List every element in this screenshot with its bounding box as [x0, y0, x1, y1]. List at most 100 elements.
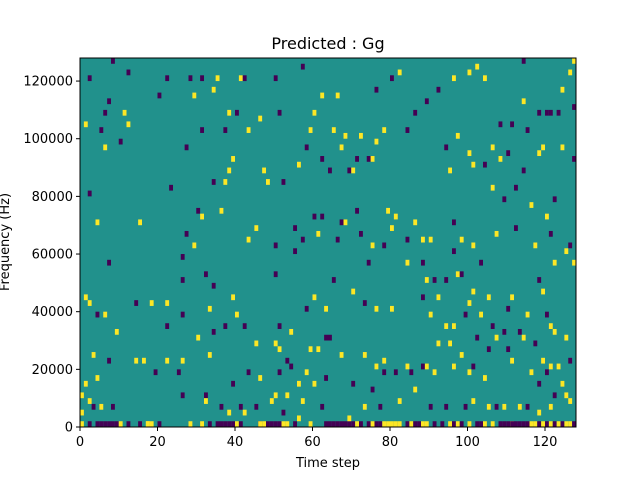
heatmap-cell: [502, 421, 507, 427]
heatmap-cell: [452, 421, 456, 427]
heatmap-cell: [95, 219, 100, 226]
heatmap-cell: [560, 144, 565, 151]
y-tick-label: 100000: [23, 132, 73, 147]
heatmap-cell: [525, 403, 530, 410]
heatmap-cell: [572, 104, 577, 110]
heatmap-cell: [343, 132, 348, 139]
heatmap-cell: [312, 294, 317, 301]
heatmap-cell: [556, 421, 561, 427]
heatmap-cell: [351, 288, 356, 295]
heatmap-cell: [440, 421, 445, 427]
heatmap-cell: [324, 375, 329, 381]
heatmap-cell: [452, 248, 456, 255]
heatmap-cell: [525, 127, 530, 133]
heatmap-cell: [421, 421, 425, 427]
heatmap-cell: [421, 259, 425, 266]
heatmap-cell: [235, 109, 239, 116]
heatmap-cell: [157, 92, 162, 99]
heatmap-cell: [227, 109, 232, 116]
heatmap-cell: [424, 421, 429, 427]
heatmap-cell: [506, 346, 511, 353]
heatmap-cell: [300, 63, 305, 70]
heatmap-cell: [452, 363, 456, 370]
heatmap-cell: [204, 271, 208, 278]
heatmap-cell: [525, 421, 530, 427]
heatmap-cell: [444, 144, 449, 151]
heatmap-cell: [320, 156, 325, 162]
heatmap-cell: [545, 213, 549, 220]
heatmap-cell: [134, 300, 139, 306]
heatmap-cell: [424, 277, 429, 283]
heatmap-cell: [545, 421, 549, 427]
heatmap-cell: [421, 294, 425, 301]
heatmap-cell: [436, 294, 441, 301]
heatmap-cell: [87, 398, 92, 404]
heatmap-cell: [490, 144, 495, 151]
y-axis: 0 20000 40000 60000 80000 100000 120000: [23, 75, 80, 436]
heatmap-cell: [277, 369, 282, 376]
heatmap-cell: [548, 323, 553, 329]
heatmap-cell: [455, 421, 460, 427]
heatmap-cell: [188, 421, 193, 427]
heatmap-cell: [111, 403, 115, 410]
heatmap-cell: [149, 421, 154, 427]
heatmap-cell: [324, 305, 329, 312]
heatmap-cell: [529, 202, 534, 208]
heatmap-cell: [227, 421, 232, 427]
heatmap-cell: [432, 277, 437, 283]
heatmap-cell: [231, 380, 236, 387]
heatmap-cell: [258, 375, 263, 381]
heatmap-cell: [471, 242, 476, 249]
heatmap-cell: [467, 369, 472, 376]
heatmap-cell: [254, 340, 259, 347]
heatmap-cell: [107, 259, 112, 266]
heatmap-cell: [541, 288, 546, 295]
heatmap-cell: [180, 392, 185, 399]
heatmap-cell: [428, 236, 433, 243]
heatmap-cell: [339, 219, 344, 226]
heatmap-cell: [448, 167, 453, 174]
heatmap-cell: [273, 421, 278, 427]
heatmap-cell: [258, 421, 263, 427]
heatmap-cell: [95, 311, 100, 318]
heatmap-cell: [246, 127, 251, 133]
heatmap-cell: [382, 421, 387, 427]
heatmap-cell: [215, 421, 220, 427]
heatmap-cell: [238, 421, 243, 427]
heatmap-cell: [145, 421, 150, 427]
heatmap-cell: [262, 167, 267, 174]
heatmap-cell: [165, 323, 170, 329]
heatmap-cell: [521, 421, 526, 427]
heatmap-cell: [238, 403, 243, 410]
heatmap-cell: [409, 369, 414, 376]
heatmap-cell: [382, 357, 387, 364]
heatmap-cell: [200, 421, 205, 427]
heatmap-cell: [320, 213, 325, 220]
heatmap-cell: [204, 398, 208, 404]
heatmap-cell: [525, 311, 530, 318]
heatmap-cell: [293, 248, 298, 255]
heatmap-cell: [91, 403, 96, 410]
heatmap-cell: [533, 242, 538, 249]
heatmap-cell: [87, 190, 92, 197]
x-axis-label: Time step: [295, 456, 360, 471]
heatmap-cell: [467, 421, 472, 427]
heatmap-cell: [521, 98, 526, 105]
heatmap-cell: [413, 386, 418, 393]
heatmap-cell: [273, 75, 278, 82]
heatmap-cell: [494, 403, 499, 410]
y-tick-label: 60000: [32, 248, 73, 263]
heatmap-cell: [281, 421, 286, 427]
heatmap-cell: [397, 421, 402, 427]
heatmap-cell: [572, 259, 577, 266]
heatmap-cell: [99, 127, 104, 133]
heatmap-cell: [424, 363, 429, 370]
heatmap-cell: [475, 334, 480, 341]
heatmap-cell: [339, 352, 344, 358]
heatmap-cell: [281, 179, 286, 185]
heatmap-cell: [568, 421, 573, 427]
heatmap-cell: [273, 340, 278, 347]
heatmap-cell: [471, 161, 476, 168]
heatmap-cell: [502, 403, 507, 410]
heatmap-cell: [293, 225, 298, 231]
